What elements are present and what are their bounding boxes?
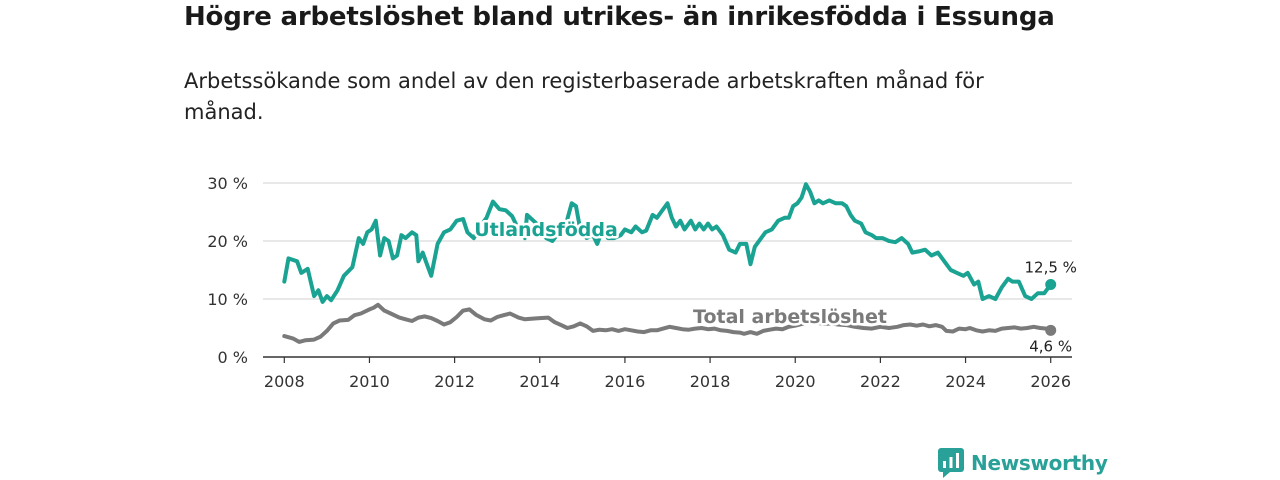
x-tick-label: 2020 xyxy=(775,372,816,391)
newsworthy-logo-icon xyxy=(938,448,964,478)
x-tick-label: 2014 xyxy=(519,372,560,391)
brand-name: Newsworthy xyxy=(971,451,1108,475)
x-tick-label: 2022 xyxy=(860,372,901,391)
x-tick-label: 2018 xyxy=(690,372,731,391)
chart-subtitle: Arbetssökande som andel av den registerb… xyxy=(184,69,984,124)
series-label-utlandsfodda: Utlandsfödda xyxy=(474,219,618,241)
x-tick-label: 2016 xyxy=(605,372,646,391)
series-label-total: Total arbetslöshet xyxy=(693,306,887,328)
end-value-utlandsfodda: 12,5 % xyxy=(1024,259,1076,277)
x-tick-label: 2008 xyxy=(264,372,305,391)
x-tick-label: 2012 xyxy=(434,372,475,391)
x-tick-label: 2026 xyxy=(1030,372,1071,391)
end-value-total: 4,6 % xyxy=(1029,337,1072,355)
chart-title: Högre arbetslöshet bland utrikes- än inr… xyxy=(184,2,1055,32)
end-point-marker xyxy=(1045,324,1057,336)
brand-logo: Newsworthy xyxy=(938,448,1108,478)
x-tick-label: 2010 xyxy=(349,372,390,391)
series-line-total xyxy=(282,302,1053,344)
y-tick-label: 30 % xyxy=(207,174,248,193)
end-point-marker xyxy=(1045,279,1057,290)
x-tick-label: 2024 xyxy=(945,372,986,391)
y-tick-label: 0 % xyxy=(218,348,248,367)
y-tick-label: 20 % xyxy=(207,232,248,251)
series-line-utlandsfodda xyxy=(282,182,1053,304)
y-tick-label: 10 % xyxy=(207,290,248,309)
